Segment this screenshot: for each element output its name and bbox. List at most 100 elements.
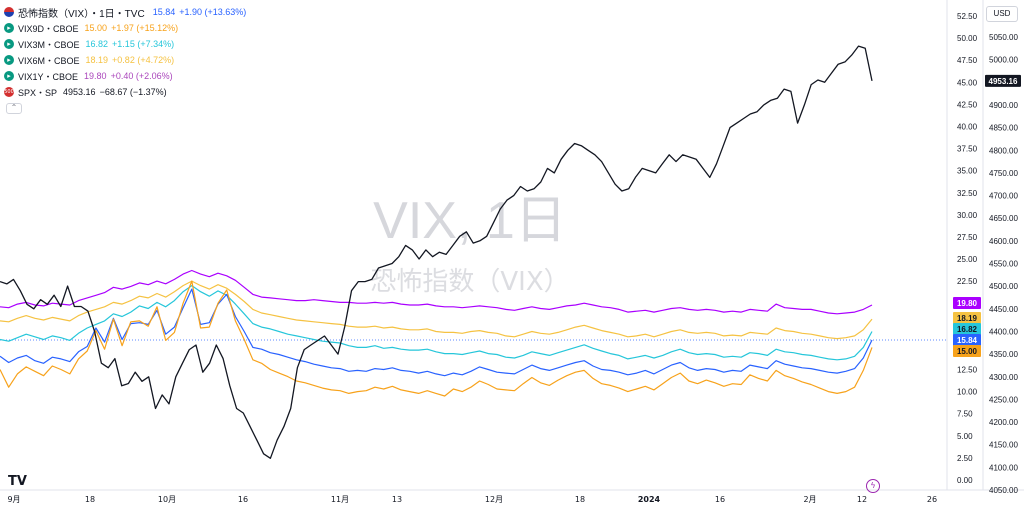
legend-price: 15.00 [84,23,108,33]
y-tick-label-right: 5000.00 [989,56,1018,65]
x-tick-label: 16 [715,495,725,504]
legend-title-row[interactable]: 恐怖指数（VIX）・1日・TVC 15.84 +1.90 (+13.63%) [4,4,246,20]
price-tag-vix1y: 19.80 [957,299,978,308]
y-tick-label-right: 4800.00 [989,146,1018,155]
y-tick-label-left: 30.00 [957,211,978,220]
arrow-icon: ▸ [4,23,14,33]
y-tick-label-right: 4550.00 [989,260,1018,269]
price-tag-vix-bg [953,334,981,346]
symbol-change: +1.90 (+13.63%) [179,7,247,17]
x-tick-label: 9月 [7,495,20,504]
series-line-vix6m [0,280,873,340]
y-tick-label-left: 50.00 [957,34,978,43]
legend-name: VIX6M・CBOE [18,55,80,66]
sp500-icon: 500 [4,87,14,97]
price-tag-spx: 4953.16 [989,77,1018,86]
price-tag-vix3m-bg [953,323,981,335]
y-tick-label-left: 45.00 [957,78,978,87]
legend-name: VIX9D・CBOE [18,23,79,34]
watermark-subtitle: 恐怖指数（VIX） [370,267,569,297]
legend-price: 16.82 [85,39,109,49]
y-tick-label-left: 27.50 [957,233,978,242]
y-tick-label-right: 4650.00 [989,214,1018,223]
symbol-price: 15.84 [152,7,176,17]
y-tick-label-left: 7.50 [957,410,973,419]
x-tick-label: 12 [857,495,867,504]
arrow-icon: ▸ [4,71,14,81]
series-line-vix [0,288,873,377]
watermark-title: VIX, 1日 [373,192,567,250]
lightning-icon[interactable]: ϟ [866,479,880,493]
y-tick-label-right: 4150.00 [989,441,1018,450]
y-tick-label-left: 12.50 [957,366,978,375]
legend-change: +0.40 (+2.06%) [110,71,173,81]
legend-name: SPX・SP [18,87,58,98]
legend-item[interactable]: ▸ VIX1Y・CBOE 19.80 +0.40 (+2.06%) [4,68,246,84]
y-tick-label-left: 40.00 [957,122,978,131]
y-tick-label-right: 4300.00 [989,373,1018,382]
x-tick-label: 2024 [638,495,661,504]
y-tick-label-right: 4050.00 [989,486,1018,495]
y-tick-label-right: 4600.00 [989,237,1018,246]
x-tick-label: 2月 [803,495,816,504]
legend-change: −68.67 (−1.37%) [99,87,167,97]
y-tick-label-left: 52.50 [957,12,978,21]
y-tick-label-left: 37.50 [957,145,978,154]
y-tick-label-left: 10.00 [957,388,978,397]
arrow-icon: ▸ [4,39,14,49]
x-tick-label: 11月 [331,495,349,504]
y-tick-label-right: 4400.00 [989,327,1018,336]
y-tick-label-left: 0.00 [957,476,973,485]
x-tick-label: 10月 [158,495,176,504]
y-tick-label-left: 35.00 [957,167,978,176]
y-tick-label-left: 2.50 [957,454,973,463]
series-line-spx [0,45,873,459]
symbol-title: 恐怖指数（VIX）・1日・TVC [18,8,145,20]
legend-change: +0.82 (+4.72%) [112,55,175,65]
y-tick-label-right: 4100.00 [989,463,1018,472]
y-tick-label-left: 22.50 [957,277,978,286]
series-line-vix9d [0,280,873,397]
x-tick-label: 13 [392,495,402,504]
y-tick-label-right: 4450.00 [989,305,1018,314]
legend-change: +1.97 (+15.12%) [111,23,179,33]
price-tag-vix6m: 18.19 [957,314,978,323]
y-tick-label-right: 4350.00 [989,350,1018,359]
currency-unit-button[interactable]: USD [986,6,1018,22]
price-tag-vix9d-bg [953,345,981,357]
legend-name: VIX1Y・CBOE [18,71,79,82]
x-tick-label: 18 [575,495,585,504]
legend-item[interactable]: 500 SPX・SP 4953.16 −68.67 (−1.37%) [4,84,246,100]
price-tag-vix3m: 16.82 [957,325,978,334]
y-tick-label-left: 5.00 [957,432,973,441]
x-tick-label: 26 [927,495,937,504]
y-tick-label-left: 32.50 [957,189,978,198]
y-tick-label-right: 4750.00 [989,169,1018,178]
legend-change: +1.15 (+7.34%) [112,39,175,49]
y-tick-label-right: 4250.00 [989,395,1018,404]
arrow-icon: ▸ [4,55,14,65]
y-tick-label-right: 4500.00 [989,282,1018,291]
x-tick-label: 12月 [485,495,503,504]
y-tick-label-right: 4200.00 [989,418,1018,427]
y-tick-label-right: 5050.00 [989,33,1018,42]
legend: 恐怖指数（VIX）・1日・TVC 15.84 +1.90 (+13.63%) ▸… [4,4,246,116]
price-tag-vix: 15.84 [957,336,978,345]
y-tick-label-left: 25.00 [957,255,978,264]
price-tag-vix6m-bg [953,312,981,324]
legend-price: 18.19 [85,55,109,65]
y-tick-label-right: 4700.00 [989,192,1018,201]
legend-price: 19.80 [84,71,107,81]
x-tick-label: 16 [238,495,248,504]
legend-name: VIX3M・CBOE [18,39,80,50]
legend-price: 4953.16 [63,87,96,97]
price-tag-vix1y-bg [953,297,981,309]
x-tick-label: 18 [85,495,95,504]
price-tag-vix9d: 15.00 [957,347,978,356]
legend-item[interactable]: ▸ VIX3M・CBOE 16.82 +1.15 (+7.34%) [4,36,246,52]
legend-item[interactable]: ▸ VIX6M・CBOE 18.19 +0.82 (+4.72%) [4,52,246,68]
tradingview-logo-icon: TV [8,474,27,489]
legend-item[interactable]: ▸ VIX9D・CBOE 15.00 +1.97 (+15.12%) [4,20,246,36]
chevron-up-icon[interactable]: ⌃ [6,102,22,114]
